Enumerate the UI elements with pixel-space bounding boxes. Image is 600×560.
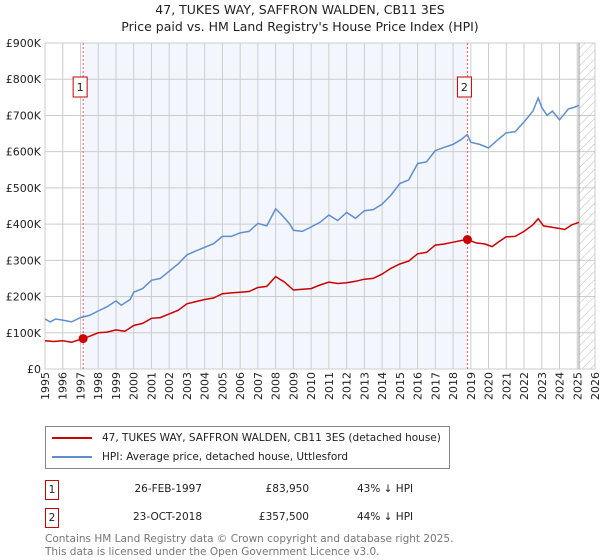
legend-item-property: 47, TUKES WAY, SAFFRON WALDEN, CB11 3ES … xyxy=(52,430,441,446)
footer-copyright: Contains HM Land Registry data © Crown c… xyxy=(45,533,454,545)
chart-subtitle: Price paid vs. HM Land Registry's House … xyxy=(121,19,479,34)
x-tick-label: 2025 xyxy=(571,372,584,400)
x-tick-label: 2014 xyxy=(376,372,389,400)
x-tick-label: 2013 xyxy=(358,372,371,400)
sale-badge-label: 2 xyxy=(461,81,468,94)
legend-swatch-blue xyxy=(52,456,92,458)
x-tick-label: 2016 xyxy=(412,372,425,400)
footer: Contains HM Land Registry data © Crown c… xyxy=(45,533,453,559)
legend-label: HPI: Average price, detached house, Uttl… xyxy=(102,451,349,463)
x-tick-label: 2006 xyxy=(234,372,247,400)
y-tick-label: £800K xyxy=(6,73,42,86)
x-tick-label: 1995 xyxy=(39,372,52,400)
footer-licence: This data is licensed under the Open Gov… xyxy=(45,546,380,558)
x-tick-label: 2003 xyxy=(181,372,194,400)
y-tick-label: £300K xyxy=(6,254,42,267)
transaction-hpi-diff: 44% ↓ HPI xyxy=(357,511,414,523)
x-tick-label: 2008 xyxy=(270,372,283,400)
marker-badge: 1 xyxy=(45,480,59,500)
x-tick-label: 2007 xyxy=(252,372,265,400)
x-tick-label: 2004 xyxy=(199,372,212,400)
x-tick-label: 2017 xyxy=(429,372,442,400)
hpi-line xyxy=(44,96,580,323)
property-price-line xyxy=(44,217,580,343)
sale-point xyxy=(462,235,472,245)
transaction-price: £83,950 xyxy=(265,483,309,495)
y-tick-label: £0 xyxy=(27,363,41,376)
y-tick-label: £600K xyxy=(6,146,42,159)
legend-label: 47, TUKES WAY, SAFFRON WALDEN, CB11 3ES … xyxy=(102,432,441,444)
x-tick-label: 2023 xyxy=(536,372,549,400)
x-tick-label: 2019 xyxy=(465,372,478,400)
y-tick-label: £100K xyxy=(6,327,42,340)
chart-legend: 47, TUKES WAY, SAFFRON WALDEN, CB11 3ES … xyxy=(45,426,450,469)
x-tick-label: 1998 xyxy=(92,372,105,400)
x-tick-label: 2000 xyxy=(128,372,141,400)
y-tick-label: £900K xyxy=(6,37,42,50)
transaction-date: 26-FEB-1997 xyxy=(134,483,202,495)
x-tick-label: 2026 xyxy=(589,372,600,400)
x-tick-label: 2021 xyxy=(500,372,513,400)
sale-point xyxy=(78,334,88,344)
x-tick-label: 2012 xyxy=(341,372,354,400)
x-tick-label: 1997 xyxy=(74,372,87,400)
x-tick-label: 2010 xyxy=(305,372,318,400)
y-tick-label: £500K xyxy=(6,182,42,195)
x-tick-label: 1999 xyxy=(110,372,123,400)
marker-badge: 2 xyxy=(45,508,59,528)
x-tick-label: 2001 xyxy=(145,372,158,400)
sale-badge xyxy=(456,76,472,98)
y-tick-label: £200K xyxy=(6,291,42,304)
x-tick-label: 2015 xyxy=(394,372,407,400)
x-tick-label: 1996 xyxy=(57,372,70,400)
y-tick-label: £700K xyxy=(6,109,42,122)
legend-swatch-red xyxy=(52,437,92,439)
x-tick-label: 2005 xyxy=(216,372,229,400)
legend-item-hpi: HPI: Average price, detached house, Uttl… xyxy=(52,449,348,465)
x-tick-label: 2020 xyxy=(483,372,496,400)
x-tick-label: 2024 xyxy=(554,372,567,400)
y-tick-label: £400K xyxy=(6,218,42,231)
x-tick-label: 2002 xyxy=(163,372,176,400)
sale-badge xyxy=(72,76,88,98)
chart-title: 47, TUKES WAY, SAFFRON WALDEN, CB11 3ES xyxy=(155,2,445,17)
x-tick-label: 2018 xyxy=(447,372,460,400)
sale-badge-label: 1 xyxy=(77,81,84,94)
future-hatch xyxy=(579,43,595,369)
x-tick-label: 2011 xyxy=(323,372,336,400)
transaction-date: 23-OCT-2018 xyxy=(133,511,202,523)
x-tick-label: 2009 xyxy=(287,372,300,400)
price-chart: 1 2 1995 1996 1997 1998 1999 2000 2001 2002 2003 20… xyxy=(6,37,600,400)
transaction-price: £357,500 xyxy=(258,511,309,523)
x-tick-label: 2022 xyxy=(518,372,531,400)
transaction-hpi-diff: 43% ↓ HPI xyxy=(357,483,414,495)
